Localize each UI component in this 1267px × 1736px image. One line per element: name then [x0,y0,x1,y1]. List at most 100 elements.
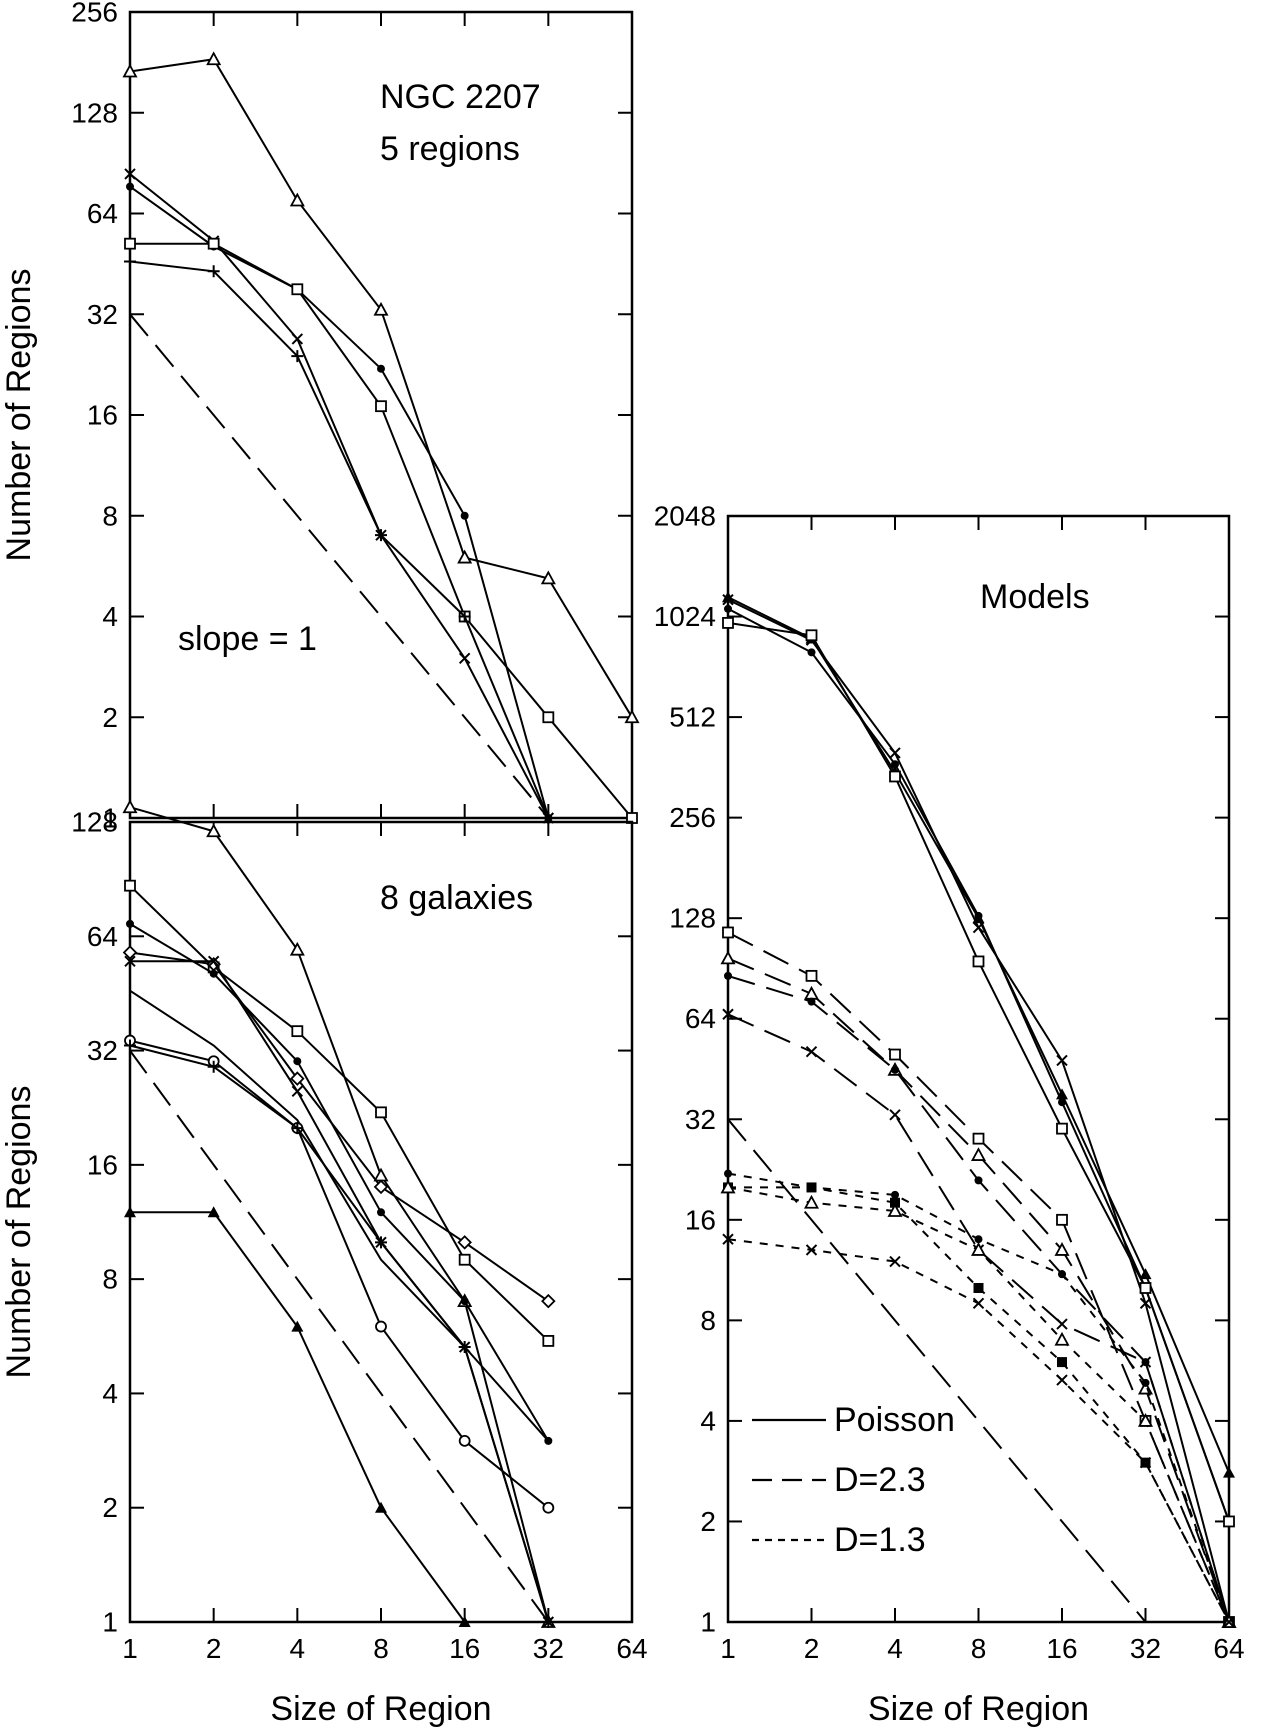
data-point-plus [291,1122,304,1135]
data-point-square-filled [1057,1357,1067,1368]
data-point-triangle-filled [458,1616,471,1627]
data-point-x [889,747,901,759]
series-line-diamond [129,951,549,1303]
data-point-dot [1058,1270,1066,1279]
x-tick-label: 4 [290,1633,306,1664]
data-point-plus [458,1341,471,1354]
data-point-dot [126,182,134,191]
series-line-d-2-3-dot [727,974,1230,1623]
data-point-x [1056,1374,1068,1386]
data-point-triangle-filled [1139,1268,1152,1280]
data-point-triangle-open [289,941,305,956]
series-line-d-2-3-square [727,931,1230,1623]
series-line-poisson-triangle [727,596,1230,1473]
series-line-plus [129,1044,550,1623]
data-point-square-open [1056,1213,1068,1226]
data-point-x [1056,1054,1068,1067]
data-point-square-open [542,711,555,724]
data-point-square-open [805,969,818,982]
series-line-d-2-3-x [727,1013,1230,1623]
data-point-dot [891,1065,899,1074]
data-point-square-filled [973,1282,984,1293]
data-point-x [1139,1456,1152,1469]
data-point-x [1223,1616,1235,1628]
data-point-square-open [124,237,136,250]
x-tick-label: 8 [971,1633,987,1664]
series-line-poisson-x [727,598,1230,1623]
data-point-square-open [542,1335,555,1347]
y-tick-label: 2 [700,1506,716,1537]
y-tick-label: 16 [87,400,118,431]
legend-label: D=2.3 [834,1461,926,1499]
data-point-diamond-open [457,1235,472,1250]
data-point-x [291,1085,304,1097]
y-tick-label: 1 [102,803,118,834]
x-tick-label: 4 [887,1633,903,1664]
data-point-square-open [1056,1122,1068,1135]
data-point-triangle-open [122,799,138,814]
data-point-x [889,1109,901,1121]
x-tick-label: 2 [804,1633,820,1664]
x-tick-label: 1 [122,1633,138,1664]
y-tick-label: 128 [71,97,118,128]
annotation: NGC 2207 [380,78,541,116]
data-point-plus [375,529,387,542]
data-point-dot [377,1208,385,1217]
data-point-square-filled [890,1197,900,1208]
data-point-triangle-open [122,63,138,78]
y-tick-label: 4 [700,1405,716,1436]
data-point-dot [974,911,983,920]
y-tick-label: 4 [102,601,118,632]
x-tick-label: 16 [1046,1633,1077,1664]
y-tick-label: 2048 [654,501,716,532]
x-tick-label: 32 [1130,1633,1161,1664]
data-point-triangle-filled [722,591,734,603]
y-tick-label: 64 [87,921,118,952]
y-tick-label: 128 [669,903,716,934]
data-point-dot [1058,1098,1066,1107]
data-point-x [124,955,136,967]
data-point-triangle-open [803,985,820,1000]
data-point-square-open [722,617,734,629]
data-point-x [722,594,734,606]
data-point-triangle-open [624,709,640,724]
x-tick-label: 16 [449,1633,480,1664]
y-tick-label: 256 [71,0,118,28]
data-point-triangle-filled [1223,1466,1235,1478]
series-line-slope-1 [727,1118,1147,1623]
data-point-square-open [972,1132,985,1145]
annotation: 8 galaxies [380,879,533,917]
data-point-square-filled [806,1182,817,1193]
y-tick-label: 1024 [654,601,716,632]
data-point-plus [207,265,220,278]
data-point-triangle-open [289,192,305,207]
x-tick-label: 2 [206,1633,222,1664]
data-point-triangle-open [206,51,222,66]
data-point-square-open [291,283,304,296]
data-point-diamond-open [122,945,138,960]
annotation: Models [980,578,1090,616]
y-tick-label: 8 [700,1305,716,1336]
data-point-x [1139,1356,1152,1368]
series-line-slope-1 [129,313,550,819]
data-point-x [458,652,471,665]
y-tick-label: 8 [102,500,118,531]
data-point-square-open [1139,1282,1152,1294]
data-point-triangle-open [206,823,222,838]
data-point-plus [375,1236,387,1249]
data-point-plus [207,1060,220,1073]
data-point-square-open [207,237,220,250]
series-line-dot [129,185,550,819]
legend-label: D=1.3 [834,1521,926,1559]
data-point-plus [542,1616,555,1628]
series-line-poisson-dot [727,607,1230,1522]
data-point-triangle-open [803,1194,820,1209]
y-tick-label: 128 [71,807,118,838]
data-point-triangle-open [720,950,736,965]
x-tick-label: 32 [533,1633,564,1664]
data-point-triangle-open [970,1147,987,1161]
x-tick-label: 1 [720,1633,736,1664]
data-point-square-open [291,1025,304,1038]
data-point-dot [209,969,218,978]
